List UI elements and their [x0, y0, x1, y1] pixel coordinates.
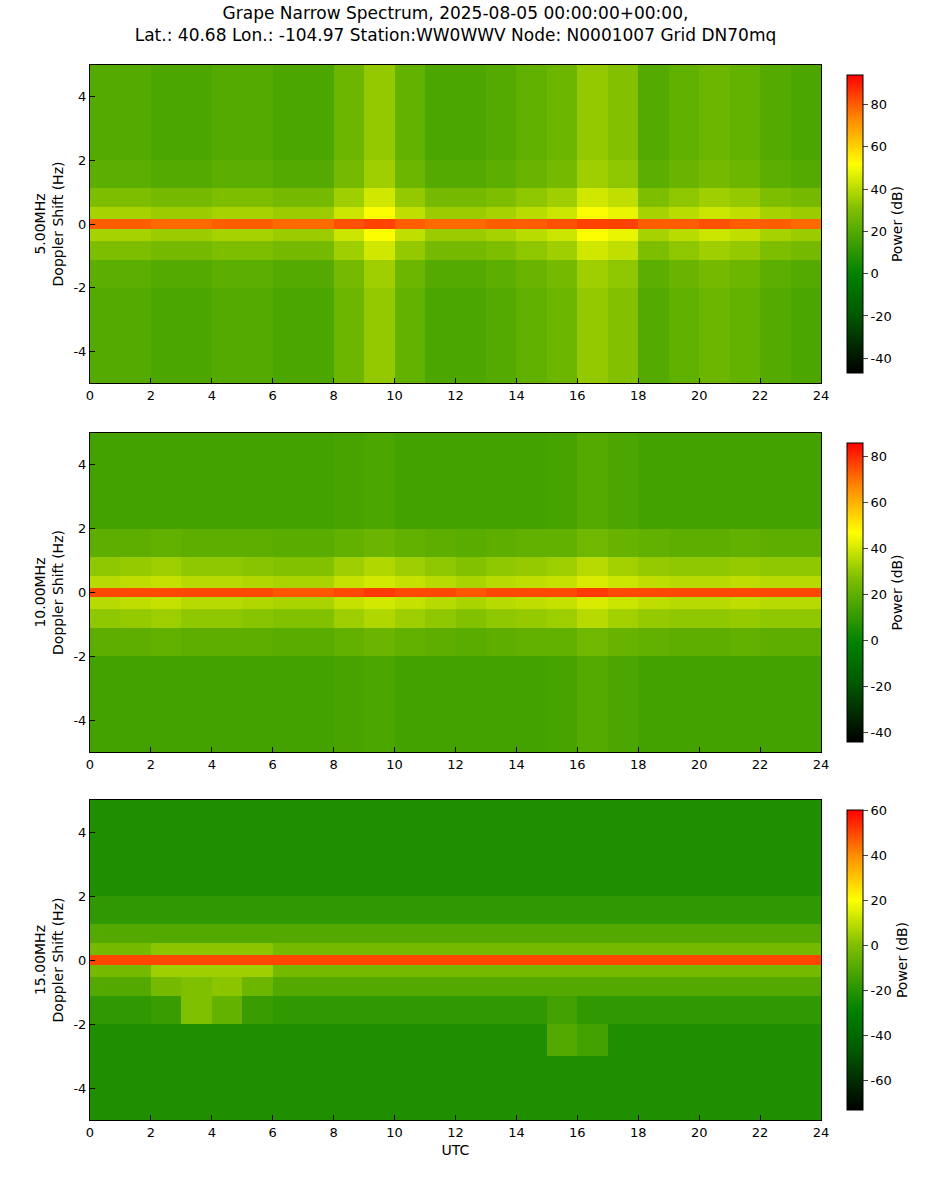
svg-text:80: 80	[871, 97, 888, 112]
svg-text:80: 80	[871, 449, 888, 464]
svg-text:2: 2	[147, 757, 155, 772]
svg-text:-40: -40	[871, 1028, 892, 1043]
svg-text:16: 16	[569, 757, 586, 772]
svg-text:10: 10	[386, 1125, 403, 1140]
svg-text:6: 6	[269, 388, 277, 403]
svg-text:10.00MHzDoppler Shift (Hz): 10.00MHzDoppler Shift (Hz)	[32, 530, 66, 655]
svg-text:60: 60	[871, 803, 888, 818]
svg-text:0: 0	[78, 585, 86, 600]
svg-text:Power (dB): Power (dB)	[894, 922, 910, 998]
svg-text:40: 40	[871, 848, 888, 863]
svg-text:16: 16	[569, 388, 586, 403]
svg-text:-4: -4	[73, 1081, 86, 1096]
svg-text:20: 20	[871, 893, 888, 908]
svg-text:Power (dB): Power (dB)	[889, 186, 905, 262]
svg-text:-20: -20	[871, 679, 892, 694]
svg-text:4: 4	[78, 825, 86, 840]
svg-text:40: 40	[871, 182, 888, 197]
svg-text:8: 8	[330, 1125, 338, 1140]
svg-text:Grape Narrow Spectrum, 2025-08: Grape Narrow Spectrum, 2025-08-05 00:00:…	[135, 3, 777, 45]
svg-text:-4: -4	[73, 344, 86, 359]
svg-text:2: 2	[147, 1125, 155, 1140]
svg-text:0: 0	[871, 938, 879, 953]
svg-text:-20: -20	[871, 983, 892, 998]
svg-text:18: 18	[630, 757, 647, 772]
svg-text:UTC: UTC	[442, 1142, 470, 1158]
svg-text:20: 20	[871, 224, 888, 239]
svg-text:4: 4	[208, 388, 216, 403]
svg-text:4: 4	[78, 89, 86, 104]
svg-text:60: 60	[871, 139, 888, 154]
svg-text:40: 40	[871, 541, 888, 556]
svg-text:-2: -2	[73, 649, 86, 664]
svg-text:Power (dB): Power (dB)	[889, 554, 905, 630]
svg-text:4: 4	[78, 457, 86, 472]
svg-text:18: 18	[630, 388, 647, 403]
svg-text:2: 2	[78, 521, 86, 536]
svg-text:12: 12	[447, 388, 464, 403]
svg-text:4: 4	[208, 1125, 216, 1140]
svg-text:14: 14	[508, 388, 525, 403]
svg-text:60: 60	[871, 495, 888, 510]
svg-text:-40: -40	[871, 725, 892, 740]
svg-text:20: 20	[691, 1125, 708, 1140]
svg-text:22: 22	[752, 1125, 769, 1140]
svg-text:8: 8	[330, 388, 338, 403]
svg-text:12: 12	[447, 757, 464, 772]
svg-text:14: 14	[508, 1125, 525, 1140]
svg-text:4: 4	[208, 757, 216, 772]
svg-text:0: 0	[86, 388, 94, 403]
svg-text:22: 22	[752, 388, 769, 403]
svg-text:-40: -40	[871, 351, 892, 366]
svg-text:-20: -20	[871, 308, 892, 323]
svg-text:-2: -2	[73, 280, 86, 295]
svg-text:10: 10	[386, 388, 403, 403]
svg-text:-2: -2	[73, 1017, 86, 1032]
svg-text:5.00MHzDoppler Shift (Hz): 5.00MHzDoppler Shift (Hz)	[32, 162, 66, 287]
svg-text:20: 20	[691, 757, 708, 772]
svg-text:15.00MHzDoppler Shift (Hz): 15.00MHzDoppler Shift (Hz)	[32, 898, 66, 1023]
svg-text:0: 0	[78, 217, 86, 232]
svg-text:-4: -4	[73, 713, 86, 728]
svg-text:6: 6	[269, 1125, 277, 1140]
svg-text:2: 2	[78, 153, 86, 168]
svg-text:16: 16	[569, 1125, 586, 1140]
svg-text:2: 2	[147, 388, 155, 403]
svg-text:0: 0	[78, 953, 86, 968]
svg-text:14: 14	[508, 757, 525, 772]
svg-text:24: 24	[813, 1125, 830, 1140]
svg-text:10: 10	[386, 757, 403, 772]
svg-text:0: 0	[871, 633, 879, 648]
svg-text:0: 0	[86, 1125, 94, 1140]
svg-text:22: 22	[752, 757, 769, 772]
svg-text:6: 6	[269, 757, 277, 772]
svg-text:8: 8	[330, 757, 338, 772]
svg-text:12: 12	[447, 1125, 464, 1140]
svg-text:24: 24	[813, 388, 830, 403]
svg-text:0: 0	[86, 757, 94, 772]
svg-text:20: 20	[871, 587, 888, 602]
svg-text:18: 18	[630, 1125, 647, 1140]
svg-text:20: 20	[691, 388, 708, 403]
svg-text:2: 2	[78, 889, 86, 904]
svg-text:0: 0	[871, 266, 879, 281]
svg-text:-60: -60	[871, 1073, 892, 1088]
svg-text:24: 24	[813, 757, 830, 772]
